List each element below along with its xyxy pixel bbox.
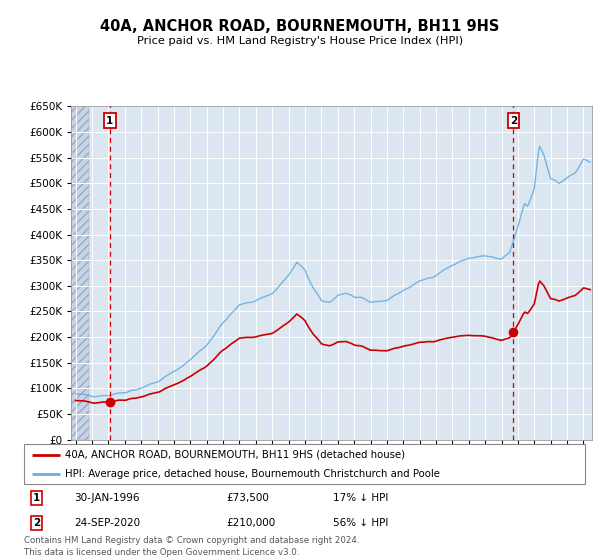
Text: 40A, ANCHOR ROAD, BOURNEMOUTH, BH11 9HS: 40A, ANCHOR ROAD, BOURNEMOUTH, BH11 9HS <box>100 18 500 34</box>
Text: Contains HM Land Registry data © Crown copyright and database right 2024.
This d: Contains HM Land Registry data © Crown c… <box>24 536 359 557</box>
Text: 2: 2 <box>33 518 40 528</box>
Text: 2: 2 <box>510 116 517 126</box>
Text: HPI: Average price, detached house, Bournemouth Christchurch and Poole: HPI: Average price, detached house, Bour… <box>65 469 440 478</box>
Text: 1: 1 <box>33 493 40 503</box>
Text: 24-SEP-2020: 24-SEP-2020 <box>74 518 140 528</box>
Text: 17% ↓ HPI: 17% ↓ HPI <box>332 493 388 503</box>
Text: £73,500: £73,500 <box>226 493 269 503</box>
Text: 56% ↓ HPI: 56% ↓ HPI <box>332 518 388 528</box>
Text: 30-JAN-1996: 30-JAN-1996 <box>74 493 140 503</box>
Text: £210,000: £210,000 <box>226 518 275 528</box>
Text: 40A, ANCHOR ROAD, BOURNEMOUTH, BH11 9HS (detached house): 40A, ANCHOR ROAD, BOURNEMOUTH, BH11 9HS … <box>65 450 405 460</box>
Text: 1: 1 <box>106 116 113 126</box>
Bar <box>71 106 89 440</box>
Text: Price paid vs. HM Land Registry's House Price Index (HPI): Price paid vs. HM Land Registry's House … <box>137 36 463 46</box>
FancyBboxPatch shape <box>24 444 585 484</box>
